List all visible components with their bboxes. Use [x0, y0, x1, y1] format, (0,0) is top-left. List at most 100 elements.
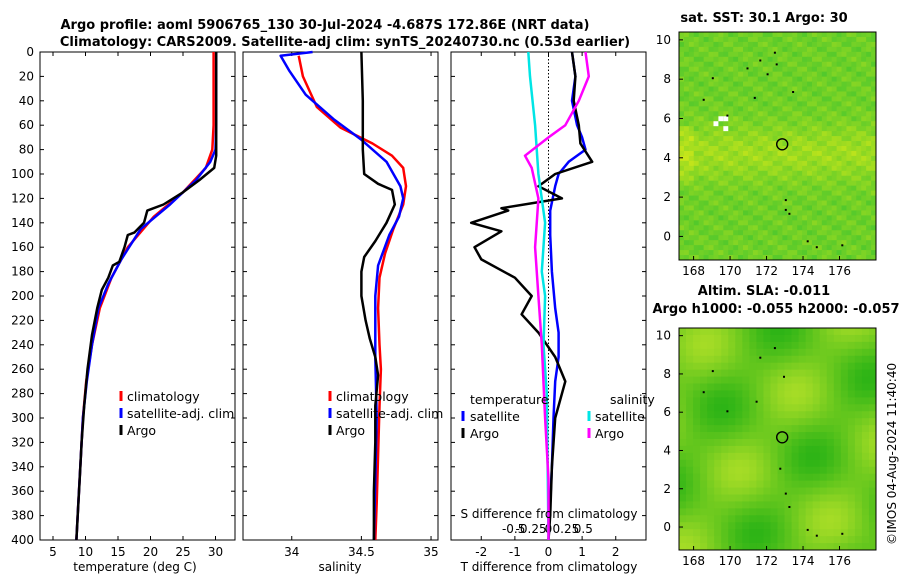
- map-cell: [749, 494, 757, 502]
- map-cell: [770, 390, 778, 398]
- map-cell: [856, 185, 862, 192]
- map-cell: [698, 91, 705, 97]
- map-cell: [698, 255, 705, 261]
- map-cell: [752, 255, 759, 261]
- map-cell: [713, 255, 719, 261]
- map-cell: [683, 240, 690, 246]
- map-cell: [866, 255, 872, 261]
- map-cell: [792, 205, 798, 211]
- map-cell: [708, 245, 714, 251]
- map-cell: [683, 146, 690, 152]
- map-cell: [679, 160, 685, 167]
- map-cell: [721, 411, 729, 419]
- map-cell: [866, 141, 872, 147]
- map-cell: [851, 250, 857, 256]
- map-cell: [703, 66, 709, 73]
- map-cell: [819, 439, 828, 447]
- map-cell: [798, 494, 807, 502]
- map-cell: [757, 235, 764, 241]
- map-cell: [721, 355, 729, 364]
- map-cell: [752, 81, 759, 87]
- map-cell: [792, 155, 798, 162]
- map-cell: [797, 170, 803, 177]
- map-cell: [713, 56, 719, 63]
- map-cell: [686, 328, 694, 336]
- map-cell: [812, 487, 821, 495]
- map-cell: [821, 46, 828, 53]
- map-cell: [777, 61, 783, 68]
- map-cell: [802, 32, 808, 38]
- map-cell: [728, 362, 736, 371]
- map-cell: [787, 116, 793, 122]
- map-cell: [811, 225, 818, 231]
- map-cell: [686, 383, 694, 391]
- map-cell: [840, 543, 849, 551]
- map-cell: [714, 355, 722, 364]
- map-cell: [784, 494, 792, 502]
- map-cell: [833, 536, 842, 544]
- map-cell: [756, 445, 764, 454]
- map-cell: [840, 369, 849, 377]
- map-cell: [812, 425, 821, 433]
- map-cell: [841, 71, 847, 78]
- map-cell: [708, 190, 714, 196]
- map-cell: [784, 425, 792, 433]
- map-cell: [797, 180, 803, 187]
- map-cell: [693, 96, 700, 102]
- map-cell: [679, 494, 687, 502]
- map-cell: [703, 165, 709, 172]
- map-cell: [713, 250, 719, 256]
- map-cell: [743, 220, 749, 226]
- map-cell: [767, 185, 773, 192]
- map-cell: [854, 480, 863, 488]
- map-cell: [683, 141, 690, 147]
- map-cell: [871, 155, 877, 162]
- map-cell: [738, 76, 744, 82]
- map-cell: [679, 71, 685, 78]
- map-cell: [831, 141, 837, 147]
- map-cell: [868, 376, 877, 384]
- map-cell: [772, 66, 778, 73]
- map-cell: [846, 165, 852, 172]
- map-cell: [841, 106, 847, 112]
- map-cell: [871, 41, 877, 48]
- map-cell: [742, 355, 750, 364]
- map-cell: [757, 190, 764, 196]
- map-cell: [802, 255, 808, 261]
- map-cell: [856, 36, 862, 43]
- map-cell: [708, 86, 714, 92]
- map-cell: [728, 160, 734, 167]
- map-cell: [868, 390, 877, 398]
- map-cell: [847, 494, 856, 502]
- map-cell: [807, 96, 813, 102]
- map-cell: [747, 86, 754, 92]
- map-cell: [703, 71, 709, 78]
- map-cell: [807, 136, 813, 142]
- map-cell: [688, 81, 695, 87]
- map-cell: [826, 170, 833, 177]
- map-cell: [846, 121, 852, 127]
- map-cell: [777, 215, 783, 221]
- map-cell: [679, 56, 685, 63]
- map-cell: [703, 175, 709, 182]
- map-cell: [856, 131, 862, 137]
- map-cell: [816, 66, 823, 73]
- map-cell: [805, 425, 814, 433]
- map-cell: [807, 230, 813, 236]
- map-cell: [846, 91, 852, 97]
- map-cell: [683, 111, 690, 117]
- map-cell: [752, 36, 759, 43]
- map-cell: [866, 250, 872, 256]
- map-cell: [797, 71, 803, 78]
- map-cell: [802, 96, 808, 102]
- map-cell: [767, 225, 773, 231]
- map-cell: [826, 220, 833, 226]
- map-cell: [752, 61, 759, 68]
- map-cell: [811, 190, 818, 196]
- map-cell: [871, 76, 877, 82]
- map-cell: [836, 91, 842, 97]
- map-cell: [686, 529, 694, 537]
- map-cell: [707, 411, 715, 419]
- map-cell: [871, 165, 877, 172]
- legend-title: salinity: [610, 392, 655, 407]
